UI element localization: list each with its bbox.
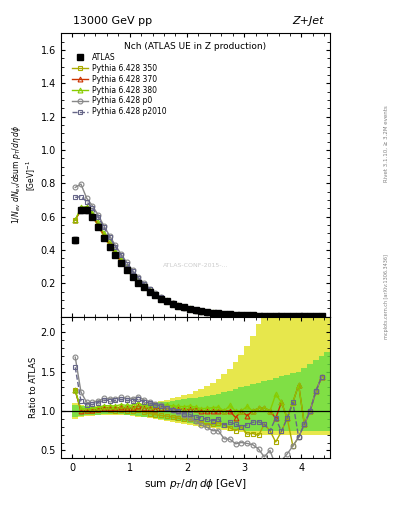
Text: 13000 GeV pp: 13000 GeV pp <box>73 15 152 26</box>
Y-axis label: $1/N_{ev}\ dN_{ev}/d$sum $p_T/d\eta\,d\phi$
$[\mathrm{GeV}]^{-1}$: $1/N_{ev}\ dN_{ev}/d$sum $p_T/d\eta\,d\p… <box>10 125 38 224</box>
Text: mcplots.cern.ch [arXiv:1306.3436]: mcplots.cern.ch [arXiv:1306.3436] <box>384 254 389 339</box>
Legend: ATLAS, Pythia 6.428 350, Pythia 6.428 370, Pythia 6.428 380, Pythia 6.428 p0, Py: ATLAS, Pythia 6.428 350, Pythia 6.428 37… <box>70 51 169 118</box>
Text: ATLAS-CONF-2015-...: ATLAS-CONF-2015-... <box>163 263 228 268</box>
X-axis label: sum $p_T/d\eta\,d\phi$ [GeV]: sum $p_T/d\eta\,d\phi$ [GeV] <box>144 477 247 492</box>
Y-axis label: Ratio to ATLAS: Ratio to ATLAS <box>29 357 38 418</box>
Text: Rivet 3.1.10, ≥ 3.2M events: Rivet 3.1.10, ≥ 3.2M events <box>384 105 389 182</box>
Text: Z+Jet: Z+Jet <box>293 15 324 26</box>
Text: Nch (ATLAS UE in Z production): Nch (ATLAS UE in Z production) <box>125 42 266 51</box>
